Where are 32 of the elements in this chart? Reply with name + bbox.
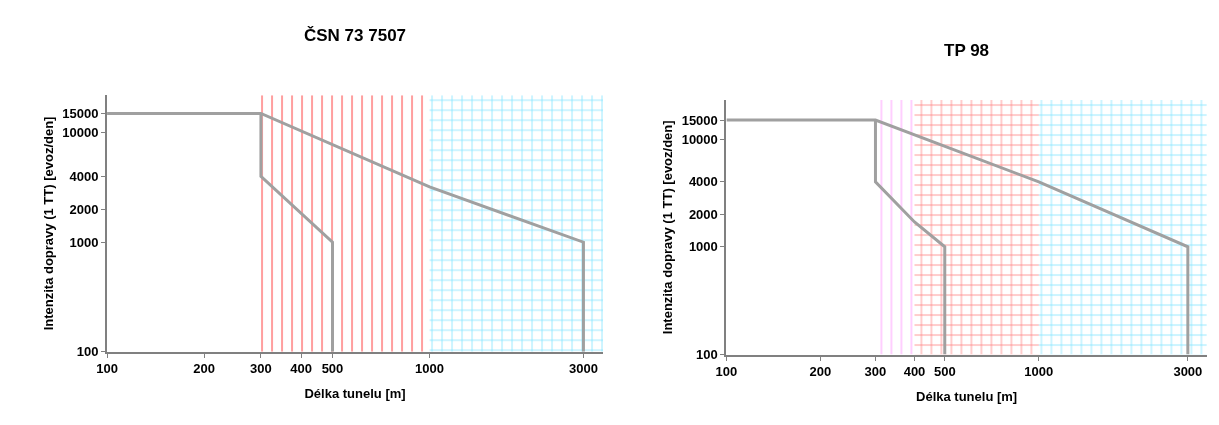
x-tick-label: 400 <box>903 364 926 380</box>
x-tick-label: 300 <box>250 361 272 377</box>
chart-title: ČSN 73 7507 <box>304 26 407 45</box>
x-tick-label: 1000 <box>415 361 445 377</box>
y-tick-label: 4000 <box>69 168 99 184</box>
x-tick-label: 3000 <box>568 361 598 377</box>
y-tick-label: 4000 <box>688 174 718 190</box>
y-tick-label: 15000 <box>62 105 99 121</box>
x-tick-label: 100 <box>715 364 738 380</box>
y-axis-title: Intenzita dopravy (1 TT) [evoz/den] <box>660 120 676 335</box>
x-tick-label: 500 <box>321 361 344 377</box>
x-tick-label: 500 <box>933 364 956 380</box>
y-tick-label: 2000 <box>69 201 99 217</box>
y-tick-label: 1000 <box>688 239 718 255</box>
y-tick-label: 100 <box>696 347 718 363</box>
x-tick-label: 3000 <box>1173 364 1203 380</box>
x-tick-label: 200 <box>193 361 215 377</box>
x-tick-label: 1000 <box>1024 364 1054 380</box>
y-axis-title: Intenzita dopravy (1 TT) [evoz/den] <box>40 116 56 331</box>
x-tick-label: 100 <box>96 361 118 377</box>
y-tick-label: 10000 <box>681 131 718 147</box>
x-tick-label: 300 <box>864 364 887 380</box>
y-tick-label: 2000 <box>688 206 718 222</box>
x-axis-title: Délka tunelu [m] <box>916 389 1018 405</box>
chart-title: TP 98 <box>944 41 990 60</box>
x-tick-label: 200 <box>809 364 832 380</box>
x-axis-title: Délka tunelu [m] <box>304 386 406 402</box>
x-tick-label: 400 <box>290 361 313 377</box>
y-tick-label: 15000 <box>681 112 718 128</box>
y-tick-label: 1000 <box>69 234 99 250</box>
y-tick-label: 10000 <box>62 125 99 141</box>
y-tick-label: 100 <box>76 344 99 360</box>
